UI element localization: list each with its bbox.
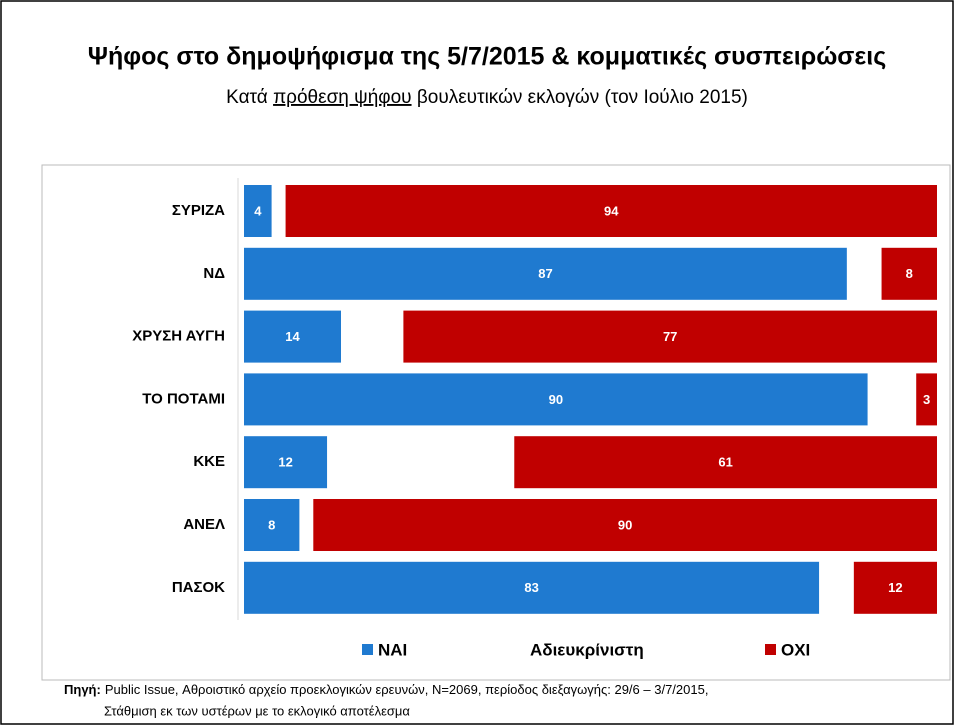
chart-title: Ψήφος στο δημοψήφισμα της 5/7/2015 & κομ… [88, 43, 886, 71]
y-tick-label: ΠΑΣΟΚ [172, 579, 225, 596]
value-label: 12 [888, 580, 902, 595]
subtitle-part: βουλευτικών εκλογών (τον Ιούλιο 2015) [412, 87, 748, 108]
legend-label: ΟΧΙ [781, 640, 810, 659]
value-label: 77 [663, 329, 677, 344]
value-label: 14 [285, 329, 300, 344]
source-line: Public Issue, Αθροιστικό αρχείο προεκλογ… [105, 682, 709, 697]
subtitle-part: Κατά [226, 87, 273, 108]
bar [285, 185, 938, 237]
chart-subtitle: Κατά πρόθεση ψήφου βουλευτικών εκλογών (… [226, 87, 748, 108]
y-tick-label: ΧΡΥΣΗ ΑΥΓΗ [132, 328, 225, 345]
bar [244, 310, 342, 363]
bar [846, 247, 882, 300]
bar [244, 373, 868, 426]
bar [341, 310, 404, 363]
bar [271, 185, 286, 237]
bar [244, 436, 328, 489]
bar [244, 499, 300, 551]
legend-marker [765, 644, 776, 655]
bar [244, 561, 820, 614]
bar [514, 436, 937, 489]
bar [853, 561, 937, 614]
bar [313, 499, 937, 551]
y-tick-label: ΚΚΕ [193, 453, 225, 470]
legend-marker [362, 644, 373, 655]
bar [244, 185, 272, 237]
y-tick-label: ΤΟ ΠΟΤΑΜΙ [142, 390, 225, 407]
value-label: 8 [906, 266, 913, 281]
legend-label: ΝΑΙ [378, 640, 407, 659]
bar [403, 310, 937, 363]
bar [244, 247, 847, 300]
value-label: 61 [718, 455, 732, 470]
plot-frame [41, 164, 951, 681]
bar [867, 373, 917, 426]
source-line: Στάθμιση εκ των υστέρων με το εκλογικό α… [104, 703, 410, 718]
value-label: 90 [549, 392, 563, 407]
value-label: 94 [604, 203, 619, 218]
legend-label: Αδιευκρίνιστη [530, 640, 644, 659]
bar [299, 499, 314, 551]
bar [881, 247, 937, 300]
y-tick-label: ΑΝΕΛ [183, 516, 225, 533]
bar [819, 561, 854, 614]
bar [327, 436, 515, 489]
value-label: 90 [618, 517, 632, 532]
y-tick-label: ΝΔ [203, 265, 225, 282]
value-label: 87 [538, 266, 552, 281]
value-label: 3 [923, 392, 930, 407]
value-label: 4 [254, 203, 262, 218]
value-label: 12 [278, 455, 292, 470]
source-label: Πηγή: [64, 682, 101, 697]
subtitle-part: πρόθεση ψήφου [273, 87, 411, 108]
bar [916, 373, 937, 426]
y-tick-label: ΣΥΡΙΖΑ [172, 202, 225, 219]
value-label: 8 [268, 517, 275, 532]
source: Πηγή: Public Issue, Αθροιστικό αρχείο προ… [64, 682, 708, 697]
value-label: 83 [524, 580, 538, 595]
